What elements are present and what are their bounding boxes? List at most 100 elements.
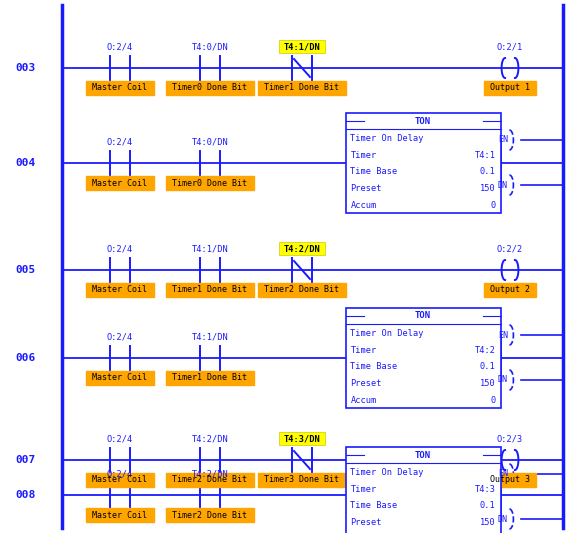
Text: 007: 007: [15, 455, 35, 465]
Text: Timer2 Done Bit: Timer2 Done Bit: [172, 511, 248, 520]
FancyBboxPatch shape: [484, 283, 536, 297]
Text: Timer1 Done Bit: Timer1 Done Bit: [172, 286, 248, 295]
Text: DN: DN: [498, 514, 508, 523]
Text: Timer On Delay: Timer On Delay: [351, 134, 424, 143]
Text: 0: 0: [490, 201, 495, 210]
Text: T4:2: T4:2: [475, 345, 495, 354]
FancyBboxPatch shape: [166, 176, 254, 190]
Text: Timer: Timer: [351, 150, 377, 159]
Text: 0: 0: [490, 396, 495, 405]
Text: EN: EN: [498, 470, 508, 479]
Text: Timer3 Done Bit: Timer3 Done Bit: [264, 475, 339, 484]
Text: O:2/4: O:2/4: [107, 470, 133, 479]
FancyBboxPatch shape: [166, 508, 254, 522]
Text: O:2/1: O:2/1: [497, 43, 523, 52]
Text: T4:2/DN: T4:2/DN: [283, 244, 320, 253]
Text: O:2/4: O:2/4: [107, 43, 133, 52]
Text: 005: 005: [15, 265, 35, 275]
Bar: [346, 308, 501, 408]
Text: Timer1 Done Bit: Timer1 Done Bit: [264, 84, 339, 93]
Text: O:2/4: O:2/4: [107, 138, 133, 147]
Text: Master Coil: Master Coil: [93, 179, 147, 188]
Text: O:2/4: O:2/4: [107, 245, 133, 254]
Text: T4:0/DN: T4:0/DN: [192, 43, 228, 52]
Text: O:2/4: O:2/4: [107, 333, 133, 342]
Text: 150: 150: [480, 518, 495, 527]
FancyBboxPatch shape: [86, 176, 154, 190]
Text: 150: 150: [480, 184, 495, 193]
Text: Timer On Delay: Timer On Delay: [351, 329, 424, 338]
Text: Timer0 Done Bit: Timer0 Done Bit: [172, 179, 248, 188]
Text: 006: 006: [15, 353, 35, 363]
Text: Timer2 Done Bit: Timer2 Done Bit: [172, 475, 248, 484]
Text: O:2/3: O:2/3: [497, 434, 523, 443]
Text: TON: TON: [415, 117, 431, 125]
FancyBboxPatch shape: [86, 371, 154, 385]
Text: Master Coil: Master Coil: [93, 286, 147, 295]
Text: 0.1: 0.1: [480, 167, 495, 176]
FancyBboxPatch shape: [258, 81, 346, 95]
FancyBboxPatch shape: [166, 81, 254, 95]
FancyBboxPatch shape: [484, 473, 536, 487]
Text: EN: EN: [498, 330, 508, 340]
FancyBboxPatch shape: [86, 283, 154, 297]
Text: Timer: Timer: [351, 484, 377, 494]
Text: 004: 004: [15, 158, 35, 168]
FancyBboxPatch shape: [279, 432, 325, 445]
Text: Time Base: Time Base: [351, 362, 398, 372]
Text: Master Coil: Master Coil: [93, 374, 147, 383]
Text: TON: TON: [415, 311, 431, 320]
Bar: [346, 113, 501, 213]
Text: T4:1: T4:1: [475, 150, 495, 159]
Text: DN: DN: [498, 181, 508, 190]
Text: Master Coil: Master Coil: [93, 475, 147, 484]
Text: Time Base: Time Base: [351, 167, 398, 176]
Text: 150: 150: [480, 379, 495, 388]
Text: EN: EN: [498, 135, 508, 144]
FancyBboxPatch shape: [86, 81, 154, 95]
Text: Timer0 Done Bit: Timer0 Done Bit: [172, 84, 248, 93]
FancyBboxPatch shape: [279, 242, 325, 255]
FancyBboxPatch shape: [166, 371, 254, 385]
Text: T4:0/DN: T4:0/DN: [192, 138, 228, 147]
Text: 003: 003: [15, 63, 35, 73]
Text: Preset: Preset: [351, 184, 382, 193]
Text: Master Coil: Master Coil: [93, 84, 147, 93]
Text: Timer: Timer: [351, 345, 377, 354]
Text: Master Coil: Master Coil: [93, 511, 147, 520]
Text: T4:1/DN: T4:1/DN: [283, 42, 320, 51]
Text: Output 3: Output 3: [490, 475, 530, 484]
Text: Output 2: Output 2: [490, 286, 530, 295]
FancyBboxPatch shape: [279, 40, 325, 53]
Text: O:2/4: O:2/4: [107, 434, 133, 443]
Bar: [346, 447, 501, 533]
Text: T4:3: T4:3: [475, 484, 495, 494]
FancyBboxPatch shape: [86, 508, 154, 522]
Text: T4:2/DN: T4:2/DN: [192, 434, 228, 443]
Text: Output 1: Output 1: [490, 84, 530, 93]
Text: Timer2 Done Bit: Timer2 Done Bit: [264, 286, 339, 295]
Text: 008: 008: [15, 490, 35, 500]
Text: Time Base: Time Base: [351, 502, 398, 510]
Text: Preset: Preset: [351, 379, 382, 388]
Text: DN: DN: [498, 376, 508, 384]
Text: Accum: Accum: [351, 201, 377, 210]
Text: Accum: Accum: [351, 396, 377, 405]
Text: Timer On Delay: Timer On Delay: [351, 468, 424, 477]
FancyBboxPatch shape: [166, 283, 254, 297]
Text: 0.1: 0.1: [480, 362, 495, 372]
Text: T4:3/DN: T4:3/DN: [283, 434, 320, 443]
Text: Preset: Preset: [351, 518, 382, 527]
Text: 0.1: 0.1: [480, 502, 495, 510]
FancyBboxPatch shape: [258, 283, 346, 297]
Text: T4:1/DN: T4:1/DN: [192, 245, 228, 254]
Text: T4:2/DN: T4:2/DN: [192, 470, 228, 479]
FancyBboxPatch shape: [484, 81, 536, 95]
Text: TON: TON: [415, 450, 431, 459]
Text: O:2/2: O:2/2: [497, 245, 523, 254]
FancyBboxPatch shape: [166, 473, 254, 487]
Text: T4:1/DN: T4:1/DN: [192, 333, 228, 342]
FancyBboxPatch shape: [86, 473, 154, 487]
Text: Timer1 Done Bit: Timer1 Done Bit: [172, 374, 248, 383]
FancyBboxPatch shape: [258, 473, 346, 487]
